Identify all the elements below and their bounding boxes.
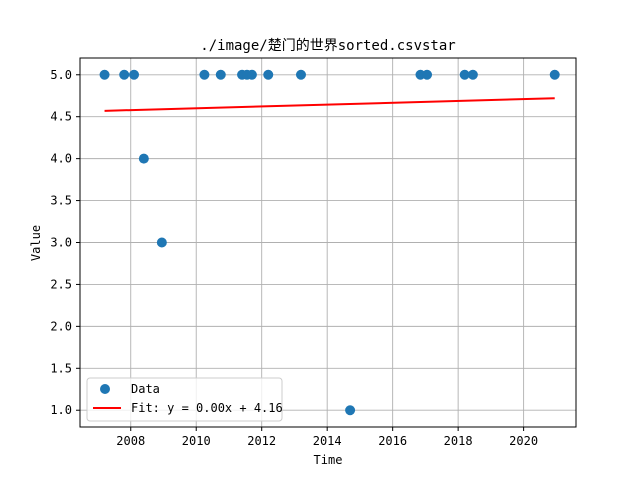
data-point [459,69,470,80]
fit-line [104,97,555,112]
y-tick-label: 5.0 [50,68,72,82]
data-point [138,153,149,164]
x-tick-label: 2010 [182,434,211,448]
y-tick-label: 1.0 [50,403,72,417]
y-tick-label: 2.5 [50,277,72,291]
grid-lines [80,58,576,427]
y-tick-label: 3.5 [50,194,72,208]
data-point [295,69,306,80]
x-tick-label: 2018 [444,434,473,448]
data-point [549,69,560,80]
x-tick-label: 2016 [378,434,407,448]
data-point [99,69,110,80]
x-tick-label: 2014 [313,434,342,448]
data-point [215,69,226,80]
legend-label-fit: Fit: y = 0.00x + 4.16 [131,401,283,415]
y-tick-label: 3.0 [50,236,72,250]
legend: Data Fit: y = 0.00x + 4.16 [86,377,283,422]
data-point [263,69,274,80]
x-tick-label: 2020 [509,434,538,448]
legend-marker-data [100,384,110,394]
x-tick-label: 2012 [247,434,276,448]
data-point [119,69,130,80]
y-tick-label: 4.0 [50,152,72,166]
y-tick-label: 4.5 [50,110,72,124]
plot-area [99,69,560,416]
y-axis-label: Value [29,225,43,261]
data-point [129,69,140,80]
plot-frame [79,57,577,428]
data-point [199,69,210,80]
chart-title: ./image/楚门的世界sorted.csvstar [200,38,455,54]
legend-label-data: Data [131,382,160,396]
axes: 2008 2010 2012 2014 2016 2018 2020 1.0 1.5 2.0 2.5… [50,68,538,448]
data-point [422,69,433,80]
x-tick-label: 2008 [116,434,145,448]
data-point [345,405,356,416]
data-point [246,69,257,80]
y-tick-label: 2.0 [50,319,72,333]
y-tick-label: 1.5 [50,361,72,375]
data-point [156,237,167,248]
legend-box [86,377,283,422]
x-axis-label: Time [314,453,343,467]
data-point [467,69,478,80]
